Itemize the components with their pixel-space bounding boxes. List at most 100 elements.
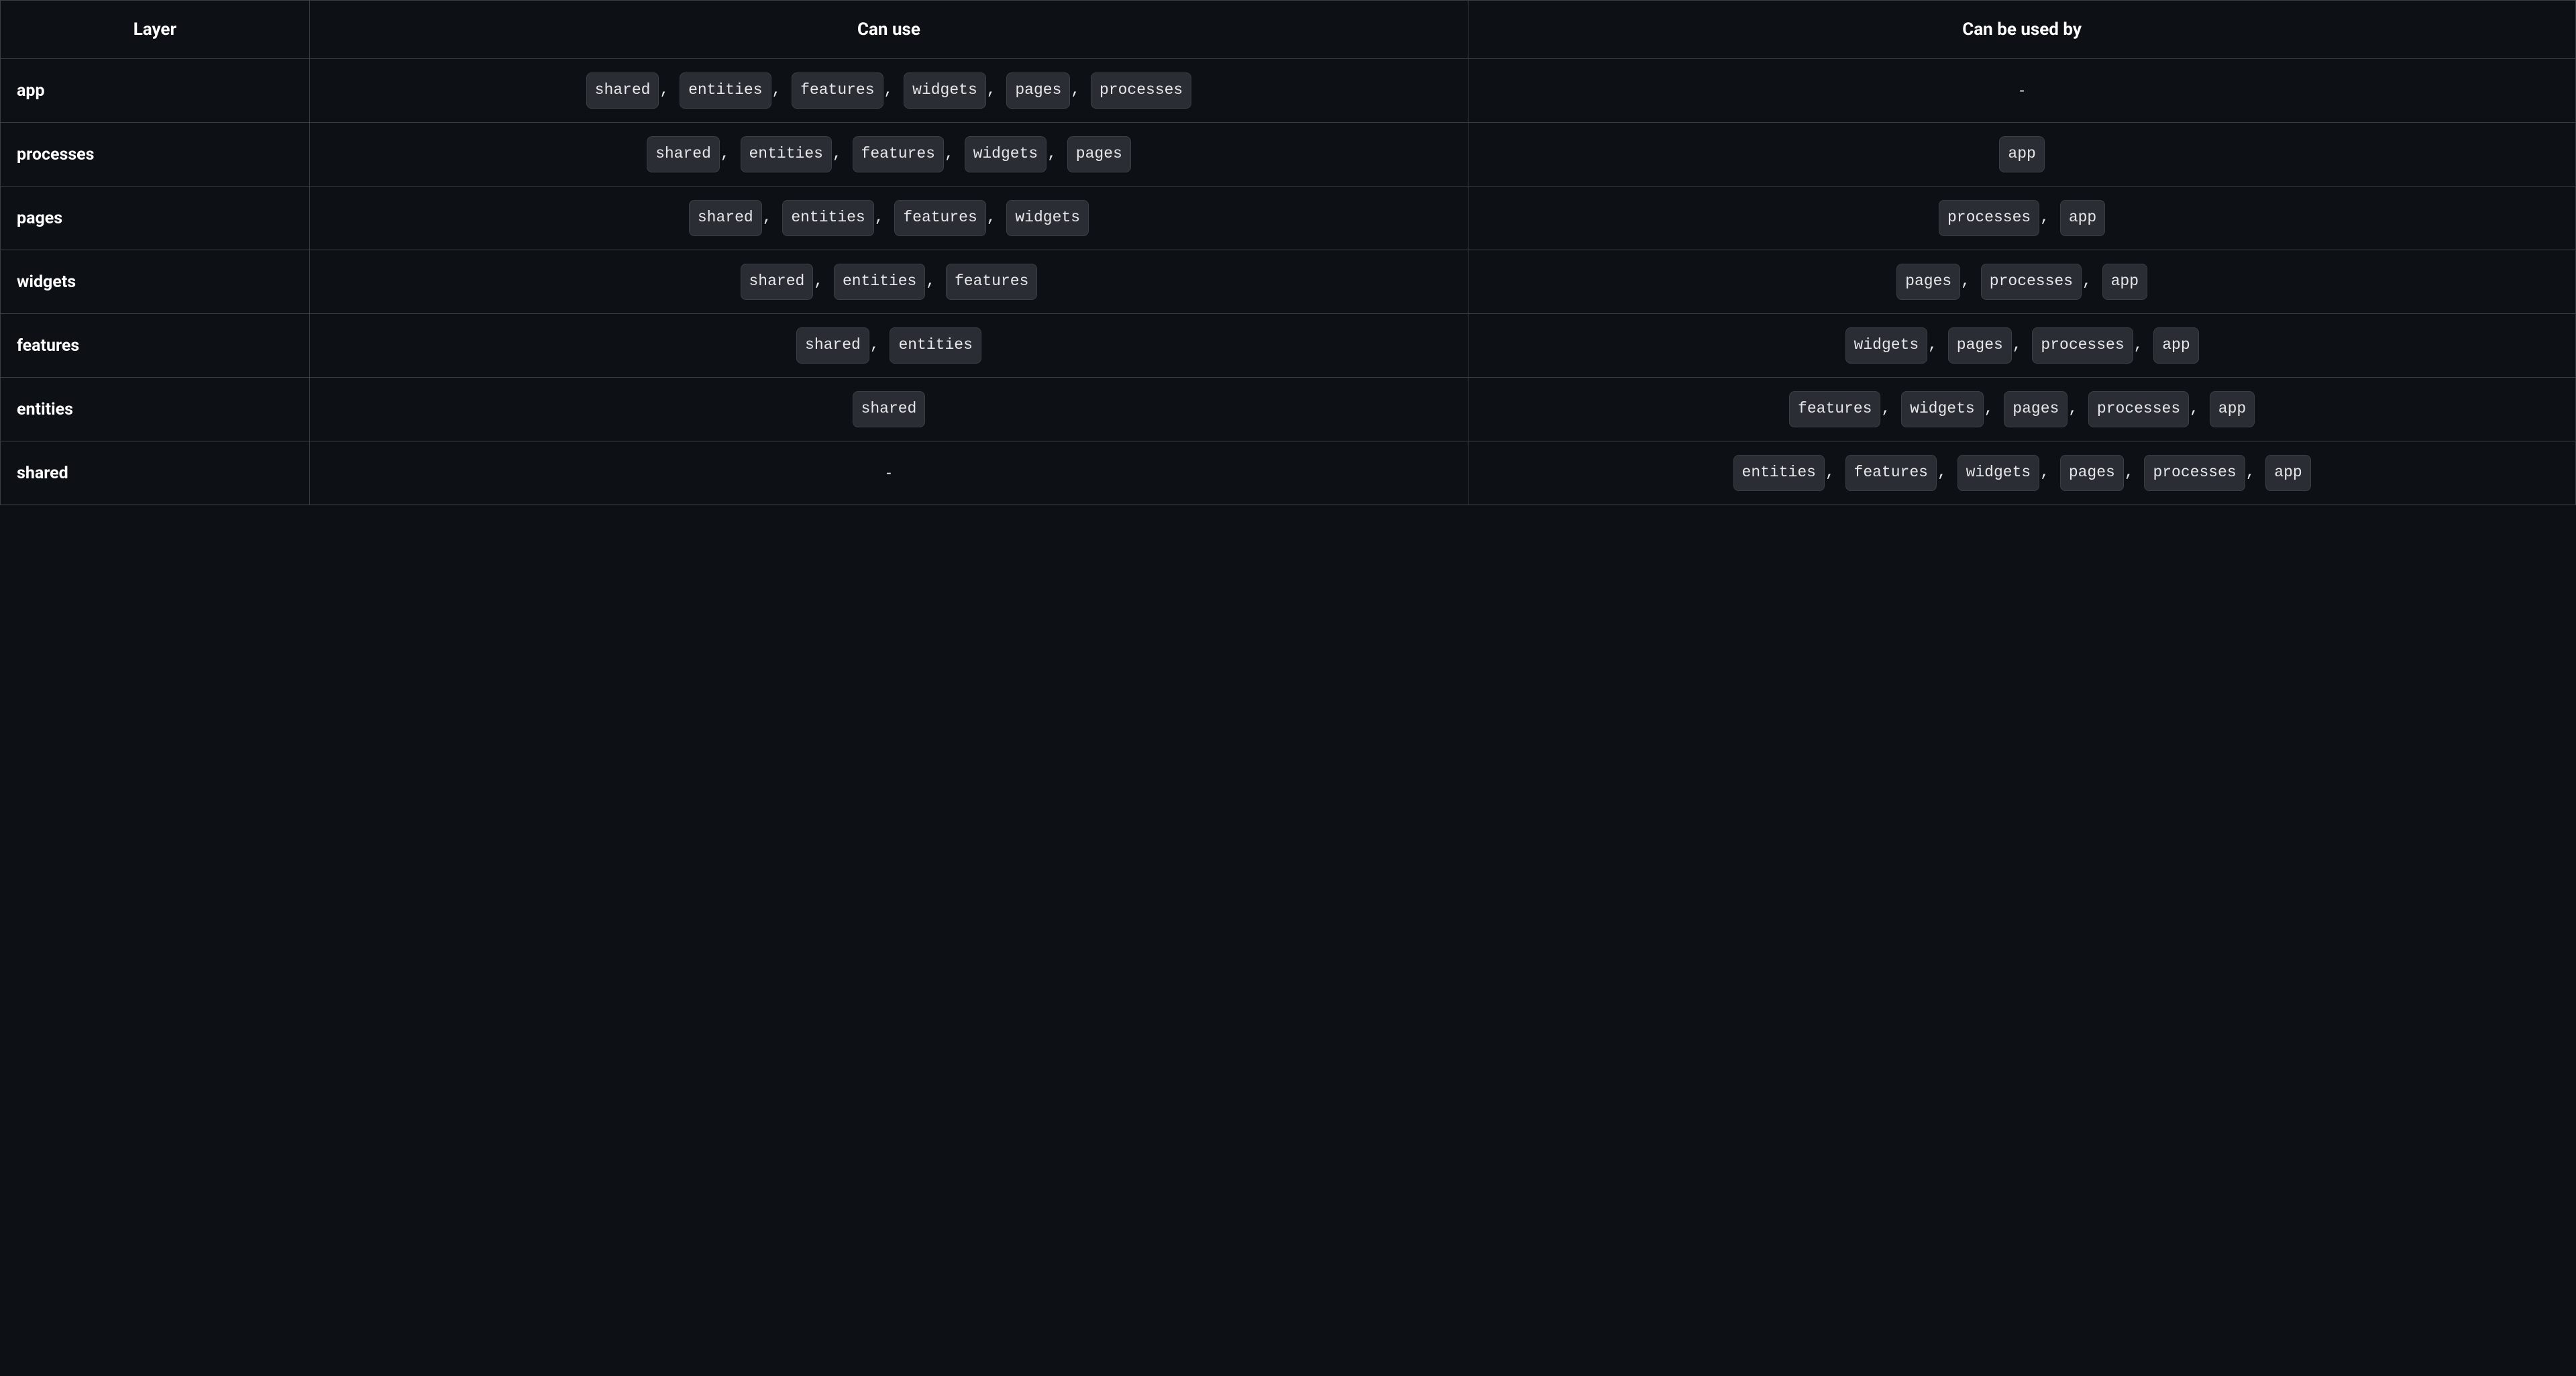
- layer-tag: features: [853, 136, 944, 172]
- separator: ,: [925, 272, 946, 290]
- layer-tag: features: [894, 200, 985, 236]
- layer-tag: widgets: [965, 136, 1047, 172]
- table-row: featuresshared, entitieswidgets, pages, …: [1, 314, 2576, 378]
- separator: ,: [986, 81, 1007, 99]
- separator: ,: [771, 81, 792, 99]
- tags-cell-can-be-used-by: processes, app: [1468, 187, 2576, 250]
- separator: ,: [1046, 145, 1067, 162]
- layer-tag: app: [2060, 200, 2105, 236]
- separator: ,: [720, 145, 741, 162]
- layer-tag: widgets: [1901, 391, 1984, 427]
- separator: ,: [944, 145, 965, 162]
- table-row: processesshared, entities, features, wid…: [1, 123, 2576, 187]
- separator: ,: [2082, 272, 2102, 290]
- layer-tag: app: [1999, 136, 2044, 172]
- layer-name-cell: features: [1, 314, 310, 378]
- separator: ,: [874, 209, 895, 226]
- separator: ,: [2245, 464, 2266, 481]
- layer-tag: processes: [2088, 391, 2189, 427]
- layer-tag: widgets: [1845, 327, 1928, 364]
- tags-cell-can-be-used-by: features, widgets, pages, processes, app: [1468, 378, 2576, 441]
- tags-cell-can-use: shared, entities, features, widgets, pag…: [309, 123, 1468, 187]
- layer-tag: pages: [1948, 327, 2012, 364]
- layer-dependency-table-container: Layer Can use Can be used by appshared, …: [0, 0, 2576, 505]
- table-header: Layer Can use Can be used by: [1, 1, 2576, 59]
- tags-cell-can-be-used-by: app: [1468, 123, 2576, 187]
- layer-name-cell: shared: [1, 441, 310, 505]
- layer-tag: processes: [1939, 200, 2039, 236]
- layer-tag: pages: [2060, 455, 2124, 491]
- tags-cell-can-use: shared, entities: [309, 314, 1468, 378]
- separator: ,: [1070, 81, 1091, 99]
- layer-tag: entities: [741, 136, 832, 172]
- layer-tag: features: [792, 72, 883, 109]
- separator: ,: [1960, 272, 1981, 290]
- layer-name-cell: processes: [1, 123, 310, 187]
- separator: ,: [2039, 209, 2060, 226]
- layer-tag: entities: [782, 200, 873, 236]
- layer-tag: entities: [890, 327, 981, 364]
- tags-cell-can-be-used-by: widgets, pages, processes, app: [1468, 314, 2576, 378]
- layer-tag: shared: [796, 327, 869, 364]
- tags-cell-can-use: shared: [309, 378, 1468, 441]
- column-header-can-be-used-by: Can be used by: [1468, 1, 2576, 59]
- layer-tag: shared: [647, 136, 720, 172]
- layer-tag: entities: [680, 72, 771, 109]
- separator: ,: [659, 81, 680, 99]
- tags-cell-can-use: shared, entities, features, widgets, pag…: [309, 59, 1468, 123]
- layer-name-cell: app: [1, 59, 310, 123]
- table-body: appshared, entities, features, widgets, …: [1, 59, 2576, 505]
- layer-name-cell: entities: [1, 378, 310, 441]
- tags-cell-can-use: shared, entities, features, widgets: [309, 187, 1468, 250]
- layer-tag: widgets: [904, 72, 986, 109]
- layer-tag: app: [2210, 391, 2255, 427]
- tags-cell-can-be-used-by: -: [1468, 59, 2576, 123]
- layer-dependency-table: Layer Can use Can be used by appshared, …: [0, 0, 2576, 505]
- table-row: appshared, entities, features, widgets, …: [1, 59, 2576, 123]
- layer-tag: pages: [2004, 391, 2068, 427]
- column-header-layer: Layer: [1, 1, 310, 59]
- separator: ,: [1927, 336, 1948, 354]
- separator: ,: [2012, 336, 2033, 354]
- separator: ,: [1937, 464, 1957, 481]
- separator: ,: [869, 336, 890, 354]
- layer-tag: shared: [853, 391, 926, 427]
- layer-tag: features: [946, 264, 1037, 300]
- table-row: entities shared features, widgets, pages, …: [1, 378, 2576, 441]
- layer-tag: app: [2265, 455, 2310, 491]
- layer-tag: features: [1789, 391, 1880, 427]
- layer-tag: shared: [586, 72, 659, 109]
- layer-name-cell: widgets: [1, 250, 310, 314]
- separator: ,: [1825, 464, 1845, 481]
- layer-name-cell: pages: [1, 187, 310, 250]
- separator: ,: [2133, 336, 2154, 354]
- separator: ,: [1984, 400, 2004, 417]
- separator: ,: [2124, 464, 2145, 481]
- tags-cell-can-use: shared, entities, features: [309, 250, 1468, 314]
- layer-tag: widgets: [1006, 200, 1089, 236]
- layer-tag: shared: [741, 264, 814, 300]
- layer-tag: processes: [2032, 327, 2133, 364]
- layer-tag: pages: [1067, 136, 1131, 172]
- table-row: pagesshared, entities, features, widgets…: [1, 187, 2576, 250]
- separator: ,: [832, 145, 853, 162]
- separator: ,: [883, 81, 904, 99]
- separator: ,: [2039, 464, 2060, 481]
- separator: ,: [762, 209, 783, 226]
- tags-cell-can-use: -: [309, 441, 1468, 505]
- layer-tag: processes: [1981, 264, 2082, 300]
- table-row: widgetsshared, entities, featurespages, …: [1, 250, 2576, 314]
- tags-cell-can-be-used-by: pages, processes, app: [1468, 250, 2576, 314]
- separator: ,: [2068, 400, 2088, 417]
- layer-tag: widgets: [1957, 455, 2040, 491]
- table-header-row: Layer Can use Can be used by: [1, 1, 2576, 59]
- separator: ,: [813, 272, 834, 290]
- layer-tag: features: [1845, 455, 1937, 491]
- table-row: shared-entities, features, widgets, page…: [1, 441, 2576, 505]
- layer-tag: entities: [834, 264, 925, 300]
- layer-tag: app: [2102, 264, 2147, 300]
- layer-tag: processes: [2144, 455, 2245, 491]
- layer-tag: shared: [689, 200, 762, 236]
- separator: ,: [2189, 400, 2210, 417]
- layer-tag: processes: [1091, 72, 1191, 109]
